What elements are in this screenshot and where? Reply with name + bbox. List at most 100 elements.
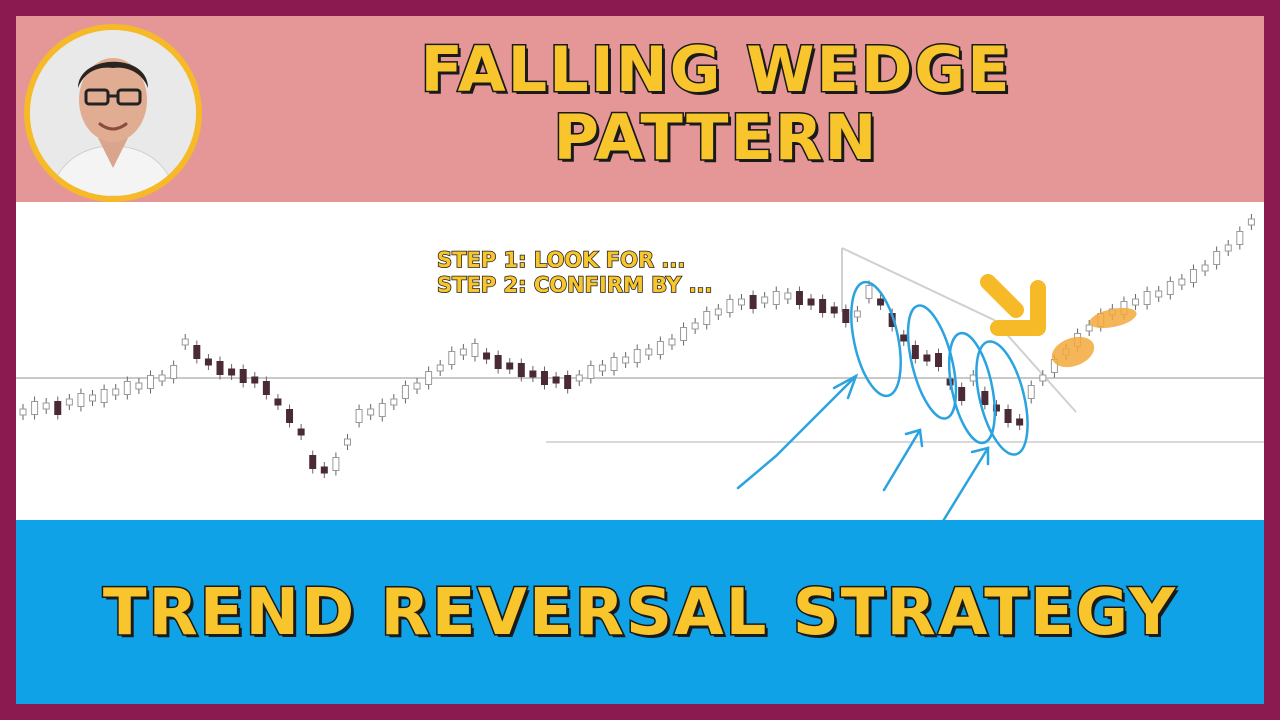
candle-body xyxy=(390,398,398,406)
candle-body xyxy=(181,338,189,346)
candle-body xyxy=(42,402,50,410)
candle-body xyxy=(517,363,525,377)
candle-body xyxy=(784,292,792,300)
title-line-2: PATTERN xyxy=(552,101,879,174)
candle-body xyxy=(1027,385,1035,399)
candle-body xyxy=(1247,218,1255,226)
candle-body xyxy=(1166,281,1174,295)
candle-body xyxy=(1016,418,1024,426)
candle-body xyxy=(320,466,328,474)
candle-body xyxy=(262,381,270,395)
steps-annotation: STEP 1: LOOK FOR ... STEP 2: CONFIRM BY … xyxy=(436,247,713,298)
candle-body xyxy=(378,403,386,417)
footer-band xyxy=(16,520,1264,704)
candle-body xyxy=(1085,324,1093,332)
candle-body xyxy=(355,409,363,423)
candle-body xyxy=(587,365,595,379)
candle-body xyxy=(1039,374,1047,382)
candle-body xyxy=(830,306,838,314)
hand-annotations xyxy=(736,280,1029,520)
candle-body xyxy=(749,295,757,309)
candle-body xyxy=(413,382,421,390)
presenter-avatar xyxy=(24,24,202,202)
candle-body xyxy=(77,393,85,407)
candle-body xyxy=(656,341,664,355)
candle-body xyxy=(529,370,537,378)
blue-arrowhead xyxy=(832,373,859,400)
candle-body xyxy=(54,401,62,415)
candle-body xyxy=(622,356,630,364)
candle-body xyxy=(703,311,711,325)
candle-body xyxy=(1132,298,1140,306)
candle-body xyxy=(726,299,734,313)
candle-body xyxy=(865,285,873,299)
candle-body xyxy=(100,389,108,403)
candle-body xyxy=(494,355,502,369)
candle-body xyxy=(633,349,641,363)
candle-body xyxy=(981,391,989,405)
candle-body xyxy=(483,352,491,360)
candle-body xyxy=(471,343,479,357)
candle-body xyxy=(819,299,827,313)
candle-body xyxy=(738,298,746,306)
candle-body xyxy=(506,362,514,370)
presenter-portrait xyxy=(30,30,196,196)
candle-body xyxy=(401,385,409,399)
step-1-text: STEP 1: LOOK FOR ... xyxy=(436,247,686,273)
candle-body xyxy=(204,358,212,366)
candle-body xyxy=(1155,290,1163,298)
circle-annotation xyxy=(906,304,958,420)
candle-body xyxy=(112,388,120,396)
candle-body xyxy=(900,334,908,342)
chart-area xyxy=(16,202,1264,520)
circle-annotation xyxy=(947,331,997,445)
candle-body xyxy=(598,364,606,372)
candle-body xyxy=(274,398,282,406)
highlight-blob xyxy=(1051,336,1095,368)
candle-body xyxy=(923,354,931,362)
candle-body xyxy=(795,291,803,305)
candle-body xyxy=(552,376,560,384)
candle-body xyxy=(540,371,548,385)
candle-body xyxy=(575,374,583,382)
candle-body xyxy=(297,428,305,436)
candle-body xyxy=(65,398,73,406)
blue-arrow-line xyxy=(736,374,858,490)
circle-annotation xyxy=(850,280,902,398)
candle-body xyxy=(1143,291,1151,305)
header-band xyxy=(16,16,1264,202)
candle-body xyxy=(1004,409,1012,423)
candlestick-chart xyxy=(16,214,1264,520)
candle-body xyxy=(193,345,201,359)
title-line-1: FALLING WEDGE xyxy=(419,33,1012,106)
blue-arrowhead xyxy=(904,428,924,448)
down-right-arrow-icon xyxy=(980,274,1046,336)
candle-body xyxy=(853,310,861,318)
blue-arrow-line xyxy=(882,428,922,492)
candle-body xyxy=(1213,251,1221,265)
blue-arrowhead xyxy=(970,446,990,466)
bottom-banner-text: TREND REVERSAL STRATEGY xyxy=(101,575,1178,652)
candle-body xyxy=(1236,231,1244,245)
candle-body xyxy=(714,308,722,316)
candle-body xyxy=(1178,278,1186,286)
candle-body xyxy=(367,408,375,416)
candle-body xyxy=(668,338,676,346)
candle-body xyxy=(19,408,27,416)
candle-body xyxy=(691,322,699,330)
candle-body xyxy=(958,387,966,401)
candle-body xyxy=(842,309,850,323)
candle-body xyxy=(1201,264,1209,272)
candle-body xyxy=(332,457,340,471)
candle-body xyxy=(935,353,943,367)
thumbnail-frame: FALLING WEDGE PATTERN TREND REVERSAL STR… xyxy=(16,16,1264,704)
candle-body xyxy=(239,369,247,383)
candle-body xyxy=(251,376,259,384)
candle-body xyxy=(1224,244,1232,252)
highlight-blob xyxy=(1089,307,1137,329)
wedge-upper-line xyxy=(841,247,1077,413)
candle-body xyxy=(425,371,433,385)
candle-body xyxy=(343,438,351,446)
candle-body xyxy=(309,455,317,469)
candle-body xyxy=(807,298,815,306)
